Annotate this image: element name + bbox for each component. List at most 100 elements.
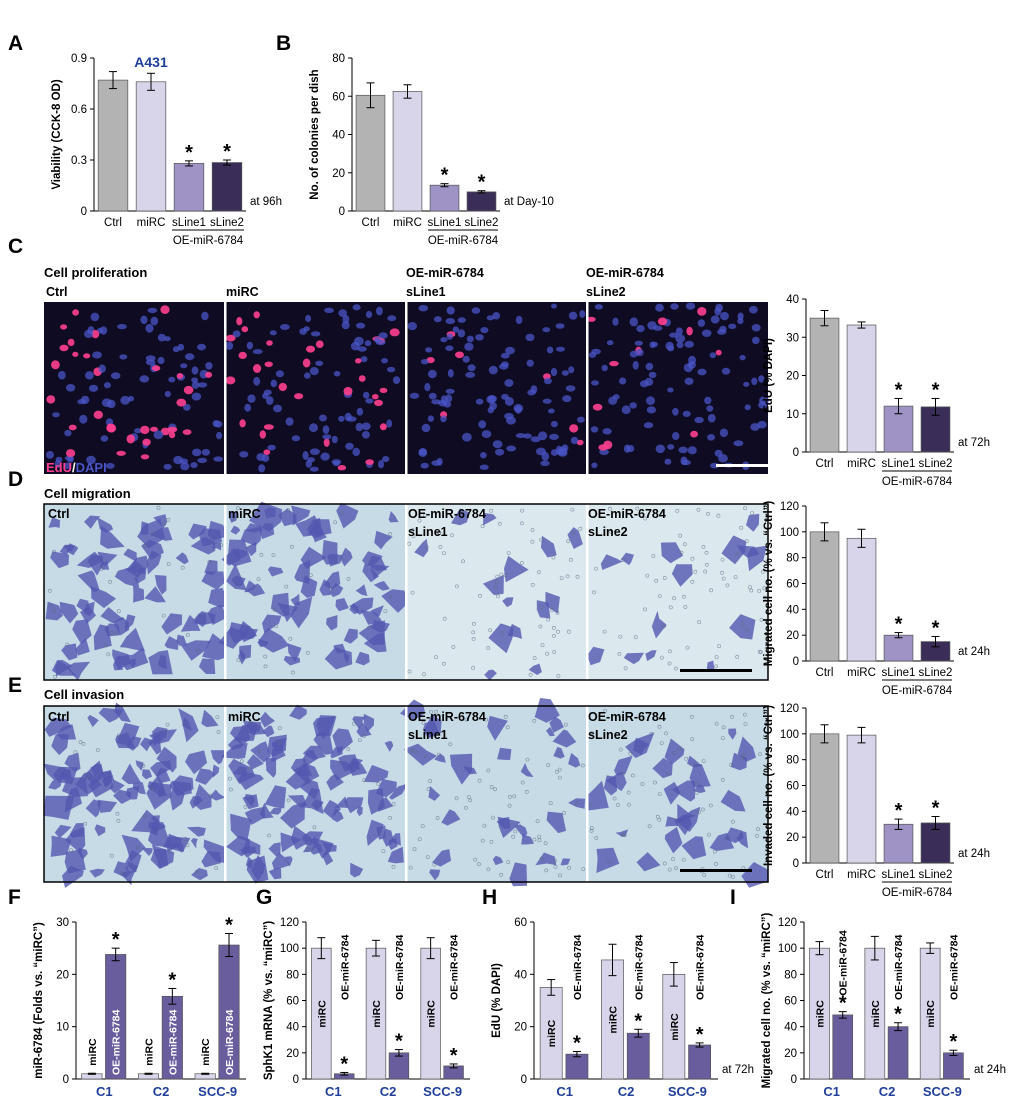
- membrane-pore: [437, 530, 442, 535]
- membrane-pore: [525, 757, 530, 762]
- y-tick-label: 80: [784, 969, 797, 981]
- significance-star: *: [441, 165, 449, 187]
- bar-sline2: [211, 162, 243, 212]
- membrane-pore: [537, 838, 542, 843]
- x-tick-label: sLine2: [919, 869, 953, 881]
- membrane-pore: [290, 670, 295, 675]
- significance-star: *: [634, 1010, 642, 1032]
- stained-cell: [614, 755, 633, 776]
- group-tick-label: C1: [325, 1084, 342, 1099]
- stained-cell: [156, 746, 177, 773]
- nucleus: [358, 375, 366, 382]
- stained-cell: [163, 836, 191, 853]
- membrane-pore: [248, 721, 253, 725]
- nucleus: [475, 398, 484, 405]
- membrane-pore: [312, 825, 317, 830]
- stained-cell: [721, 535, 747, 565]
- nucleus: [333, 370, 341, 377]
- membrane-pore: [571, 531, 576, 535]
- nucleus: [686, 326, 693, 336]
- membrane-pore: [450, 533, 455, 538]
- membrane-pore: [616, 803, 620, 807]
- stained-cell: [520, 763, 534, 778]
- nucleus: [253, 311, 260, 319]
- bar-ctrl: [809, 317, 840, 453]
- time-annotation: at 24h: [958, 646, 990, 658]
- nucleus: [85, 371, 94, 380]
- stained-cell: [294, 559, 311, 584]
- bar-mirc: [392, 91, 423, 212]
- membrane-pore: [428, 779, 433, 784]
- stained-cell: [113, 789, 131, 804]
- nucleus: [629, 317, 638, 327]
- significance-star: *: [895, 614, 903, 636]
- nucleus: [338, 309, 348, 317]
- x-tick-label: sLine1: [428, 217, 462, 229]
- nucleus: [568, 366, 575, 374]
- membrane-pore: [655, 814, 660, 819]
- membrane-pore: [714, 721, 719, 726]
- membrane-pore: [623, 734, 628, 738]
- x-tick-label: Ctrl: [816, 667, 834, 679]
- nucleus: [253, 364, 262, 373]
- series-label: miRC: [814, 1000, 826, 1028]
- nucleus: [733, 440, 744, 447]
- membrane-pore: [95, 748, 100, 752]
- stained-cell: [134, 567, 147, 584]
- time-annotation: at 72h: [722, 1064, 754, 1076]
- nucleus: [216, 431, 223, 440]
- stained-cell: [193, 611, 216, 625]
- stained-cell: [322, 540, 338, 565]
- stained-cell: [681, 836, 707, 860]
- stained-cell: [568, 752, 581, 768]
- membrane-pore: [756, 827, 760, 832]
- micrograph-panel-4: [587, 504, 768, 680]
- nucleus: [232, 330, 241, 338]
- membrane-pore: [417, 518, 422, 523]
- nucleus: [361, 422, 371, 431]
- stained-cell: [313, 716, 337, 737]
- membrane-pore: [493, 585, 498, 590]
- nucleus: [701, 329, 712, 337]
- membrane-pore: [383, 609, 388, 614]
- nucleus: [191, 392, 202, 401]
- membrane-pore: [602, 629, 607, 634]
- nucleus: [320, 452, 330, 461]
- series-label: OE-miR-6784: [695, 934, 707, 1000]
- membrane-pore: [478, 594, 482, 598]
- membrane-pore: [512, 794, 517, 799]
- nucleus: [352, 304, 361, 311]
- nucleus: [355, 422, 363, 432]
- membrane-pore: [480, 838, 485, 843]
- membrane-pore: [256, 577, 261, 582]
- nucleus: [280, 324, 290, 330]
- membrane-pore: [575, 801, 580, 806]
- nucleus: [246, 341, 254, 350]
- membrane-pore: [567, 629, 571, 634]
- stained-cell: [414, 538, 429, 558]
- membrane-pore: [548, 801, 553, 806]
- membrane-pore: [346, 747, 351, 752]
- stained-cell: [671, 780, 695, 802]
- membrane-pore: [706, 512, 710, 516]
- nucleus: [163, 463, 172, 470]
- stained-cell: [66, 661, 91, 681]
- stained-cell: [388, 511, 399, 523]
- membrane-pore: [489, 508, 494, 513]
- y-tick-label: 60: [286, 996, 299, 1008]
- stained-cell: [271, 742, 284, 753]
- stained-cell: [161, 613, 183, 635]
- nucleus: [479, 464, 489, 470]
- nucleus: [425, 347, 433, 353]
- stained-cell: [314, 838, 334, 859]
- nucleus: [643, 422, 654, 429]
- membrane-pore: [589, 731, 594, 736]
- membrane-pore: [714, 655, 719, 660]
- nucleus: [100, 435, 109, 442]
- stained-cell: [265, 758, 277, 778]
- membrane-pore: [150, 531, 155, 536]
- membrane-pore: [546, 617, 551, 622]
- y-tick-label: 100: [778, 943, 797, 955]
- stained-cell: [164, 636, 179, 650]
- membrane-pore: [408, 865, 413, 870]
